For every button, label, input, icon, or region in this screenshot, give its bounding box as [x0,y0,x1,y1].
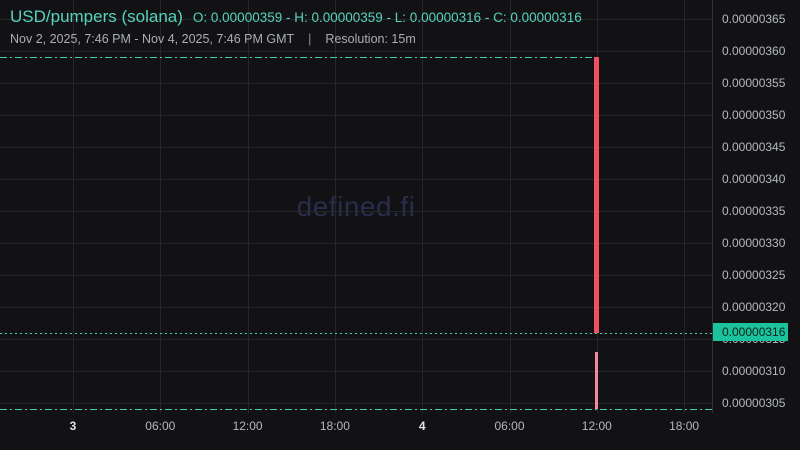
chart-legend: USD/pumpers (solana) O: 0.00000359 - H: … [10,7,582,46]
x-axis-label: 06:00 [494,419,525,433]
session-low-line [0,409,712,411]
v-gridline [422,0,424,413]
open-level-line [0,57,597,59]
h-gridline [0,371,712,372]
watermark: defined.fi [296,191,416,222]
h-gridline [0,179,712,180]
price-axis-border [712,0,713,413]
legend-row-1: USD/pumpers (solana) O: 0.00000359 - H: … [10,7,582,27]
ohlc-values: O: 0.00000359 - H: 0.00000359 - L: 0.000… [192,10,582,25]
h-gridline [0,307,712,308]
x-axis-label: 4 [418,419,426,433]
last-price-tag: 0.00000316 [713,323,788,341]
candle-body [594,57,600,333]
date-range: Nov 2, 2025, 7:46 PM - Nov 4, 2025, 7:46… [10,32,295,46]
y-axis-label: 0.00000335 [722,204,786,218]
h-gridline [0,243,712,244]
v-gridline [73,0,74,413]
x-axis-label: 18:00 [669,419,700,433]
y-axis-label: 0.00000365 [722,12,786,26]
y-axis-label: 0.00000340 [722,172,786,186]
y-axis-label: 0.00000360 [722,44,786,58]
x-axis-label: 06:00 [145,419,176,433]
h-gridline [0,115,712,116]
v-gridline [247,0,249,413]
y-axis-label: 0.00000305 [722,396,786,410]
x-axis-label: 3 [69,419,77,433]
time-axis[interactable]: 3 06:00 12:00 18:00 4 06:00 12:00 18:00 [0,413,712,450]
last-price-line [0,332,712,334]
symbol-title[interactable]: USD/pumpers (solana) [10,7,183,26]
y-axis-label: 0.00000320 [722,300,786,314]
resolution-label: Resolution: 15m [325,32,416,46]
v-gridline [160,0,162,413]
v-gridline [509,0,511,413]
y-axis-label: 0.00000345 [722,140,786,154]
h-gridline [0,403,712,404]
y-axis-label: 0.00000325 [722,268,786,282]
separator: | [308,32,312,46]
v-gridline [684,0,686,413]
x-axis-label: 18:00 [319,419,350,433]
x-axis-label: 12:00 [581,419,612,433]
h-gridline [0,83,712,84]
y-axis-label: 0.00000350 [722,108,786,122]
chart-pane[interactable] [0,0,712,413]
legend-row-2: Nov 2, 2025, 7:46 PM - Nov 4, 2025, 7:46… [10,32,582,46]
y-axis-label: 0.00000310 [722,364,786,378]
price-axis[interactable]: 0.00000365 0.00000360 0.00000355 0.00000350… [712,0,800,413]
candle-wick [595,351,599,410]
h-gridline [0,51,712,52]
h-gridline [0,19,712,20]
y-axis-label: 0.00000330 [722,236,786,250]
x-axis-label: 12:00 [232,419,263,433]
h-gridline [0,211,712,212]
h-gridline [0,275,712,276]
y-axis-label: 0.00000355 [722,76,786,90]
h-gridline [0,147,712,148]
v-gridline [334,0,336,413]
h-gridline [0,339,712,340]
